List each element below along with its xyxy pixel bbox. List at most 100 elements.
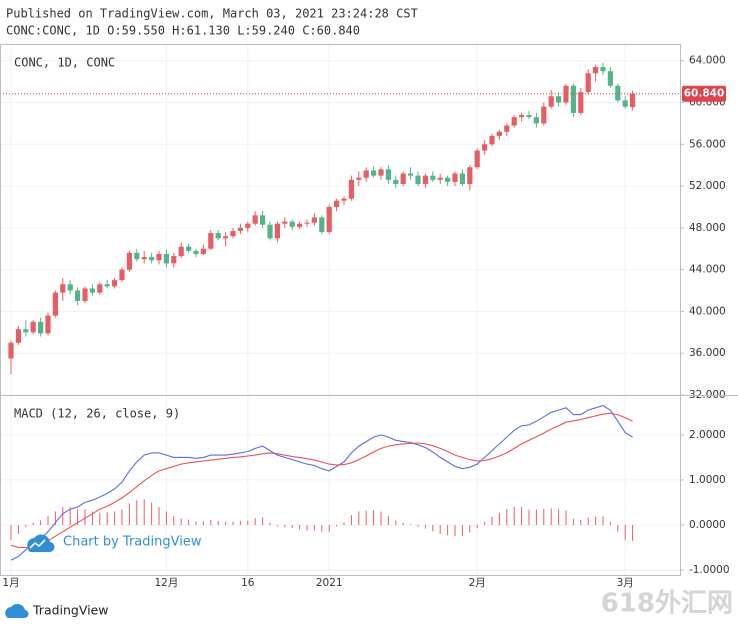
candle-body (141, 257, 147, 260)
candle-body (163, 253, 169, 264)
candle-body (38, 321, 44, 334)
last-price-box (682, 85, 726, 102)
macd-legend: MACD (12, 26, close, 9) (14, 407, 180, 421)
candle-body (533, 117, 539, 124)
candle-body (260, 215, 266, 225)
candle-body (134, 252, 140, 260)
site-watermark: 618外汇网 (601, 589, 733, 619)
plot-area: 1月 12月 16 2021 2月 3月32.00036.00040.00044.0004… (0, 45, 730, 589)
candle-body (526, 115, 532, 118)
watermark-text: Chart by TradingView (63, 535, 202, 550)
candle-body (89, 288, 95, 293)
y-tick-label: 0.0000 (689, 519, 726, 531)
x-tick-label: 1月 (2, 577, 19, 589)
candle-body (23, 329, 29, 333)
candle-body (274, 223, 280, 239)
candle-body (8, 342, 14, 359)
logo-text[interactable]: TradingView (32, 603, 109, 618)
candle-body (311, 217, 317, 223)
candle-body (400, 173, 406, 184)
candle-body (622, 100, 628, 107)
candle-body (30, 321, 36, 333)
candle-body (304, 222, 310, 224)
candle-body (482, 144, 488, 151)
candle-body (593, 66, 599, 74)
candle-body (548, 96, 554, 107)
candle-body (341, 198, 347, 201)
candle-body (356, 177, 362, 180)
x-tick-label: 3月 (617, 577, 634, 589)
candle-body (430, 175, 436, 180)
candle-body (578, 92, 584, 113)
candle-body (230, 230, 236, 237)
candle-body (422, 175, 428, 184)
candle-body (489, 135, 495, 145)
candle-body (223, 236, 229, 239)
y-tick-label: 56.000 (689, 138, 726, 150)
candle-body (156, 253, 162, 261)
y-tick-label: 40.000 (689, 305, 726, 317)
candle-body (104, 284, 110, 287)
candle-body (511, 117, 517, 126)
published-line: Published on TradingView.com, March 03, … (6, 7, 418, 21)
candle-body (504, 125, 510, 132)
macd-line (10, 405, 633, 561)
candle-body (67, 284, 73, 291)
logo-icon (5, 603, 29, 619)
candle-body (408, 173, 414, 176)
candle-body (82, 288, 88, 301)
candle-body (97, 284, 103, 293)
candle-body (297, 223, 303, 227)
candle-body (541, 106, 547, 124)
candle-body (585, 73, 591, 93)
candle-body (437, 177, 443, 180)
candle-body (519, 115, 525, 118)
candle-body (393, 179, 399, 184)
symbol-info: CONC:CONC, 1D O:59.550 H:61.130 L:59.240… (6, 24, 360, 38)
x-tick-label: 16 (241, 577, 255, 589)
candle-body (186, 246, 192, 251)
candle-body (119, 269, 125, 281)
y-tick-label: 36.000 (689, 347, 726, 359)
candle-body (326, 206, 332, 233)
y-tick-label: 44.000 (689, 264, 726, 276)
watermark-icon-line (29, 539, 46, 549)
candle-body (467, 167, 473, 184)
candle-body (615, 85, 621, 101)
candle-body (289, 221, 295, 227)
y-tick-label: 2.0000 (689, 429, 726, 441)
candle-body (607, 71, 613, 86)
candle-body (378, 169, 384, 176)
price-legend: CONC, 1D, CONC (14, 56, 115, 70)
x-tick-label: 12月 (154, 577, 178, 589)
watermark: Chart by TradingView (27, 534, 202, 553)
candle-body (496, 131, 502, 136)
candle-body (452, 173, 458, 182)
candle-body (252, 215, 258, 224)
candle-body (178, 246, 184, 257)
candle-body (215, 233, 221, 239)
x-tick-label: 2021 (316, 577, 343, 589)
candle-body (267, 224, 273, 239)
candle-body (556, 96, 562, 103)
candle-body (445, 177, 451, 182)
footer-logo: TradingView (5, 603, 109, 619)
candle-body (45, 315, 51, 334)
candle-body (52, 292, 58, 316)
candle-body (319, 217, 325, 233)
candle-body (112, 280, 118, 287)
candle-body (334, 200, 340, 207)
candle-body (570, 85, 576, 113)
candle-body (363, 170, 369, 178)
candle-body (237, 227, 243, 231)
x-tick-label: 2月 (469, 577, 486, 589)
candle-body (75, 290, 81, 301)
candle-body (282, 221, 288, 224)
candle-body (149, 257, 155, 261)
candle-body (385, 169, 391, 180)
candle-body (126, 252, 132, 270)
y-tick-label: 1.0000 (689, 474, 726, 486)
candle-body (371, 170, 377, 176)
last-price-label: 60.840 (684, 88, 725, 100)
